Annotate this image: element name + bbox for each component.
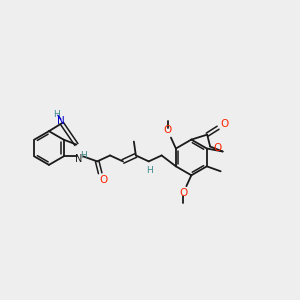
Text: H: H <box>53 110 60 119</box>
Text: O: O <box>179 188 188 198</box>
Text: H: H <box>80 151 87 160</box>
Text: N: N <box>57 116 65 126</box>
Text: O: O <box>213 142 221 152</box>
Text: O: O <box>220 119 228 129</box>
Text: O: O <box>164 125 172 135</box>
Text: O: O <box>99 175 107 185</box>
Text: N: N <box>75 154 82 164</box>
Text: H: H <box>146 166 153 175</box>
